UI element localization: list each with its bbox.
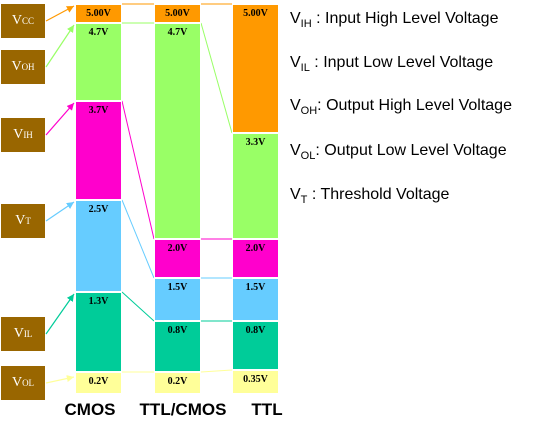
segment-value: 0.35V — [243, 374, 268, 385]
legend-subscript: T — [300, 194, 308, 207]
tag-arrow-vol — [45, 374, 75, 384]
tag-arrow-vih — [45, 102, 75, 136]
segment-ttl-cmos-vih: 2.0V — [154, 239, 201, 278]
legend-subscript: IL — [300, 62, 310, 75]
legend-text: : Output Low Level Voltage — [315, 142, 507, 159]
segment-cmos-vil: 1.3V — [75, 292, 122, 372]
legend-text: : Output High Level Voltage — [317, 97, 512, 114]
segment-ttl-vil: 0.8V — [232, 321, 279, 370]
tag-main: V — [13, 326, 24, 341]
tag-sub: CC — [22, 16, 35, 26]
segment-value: 4.7V — [167, 27, 188, 38]
tag-arrow-voh — [45, 24, 75, 68]
tag-sub: IL — [23, 329, 33, 339]
legend-subscript: OH — [300, 105, 318, 118]
legend-subscript: IH — [300, 18, 312, 31]
column-label-ttl-cmos: TTL/CMOS — [139, 400, 227, 419]
segment-value: 1.5V — [167, 282, 188, 293]
tag-main: V — [11, 13, 23, 28]
column-label-cmos: CMOS — [64, 400, 116, 419]
tag-sub: OH — [21, 62, 35, 72]
segment-value: 0.8V — [167, 325, 188, 336]
segment-ttl-cmos-vt: 1.5V — [154, 278, 201, 321]
tag-voh: V OH — [1, 50, 45, 84]
legend-symbol: V — [290, 97, 301, 114]
connector-line-cmos-vih — [121, 100, 155, 240]
legend-item-oh: VOH: Output High Level Voltage — [290, 97, 512, 117]
segment-value: 2.0V — [245, 243, 266, 254]
segment-value: 5.00V — [86, 8, 111, 19]
legend-symbol: V — [290, 10, 301, 27]
segment-value: 5.00V — [165, 8, 190, 19]
tag-sub: OL — [22, 378, 35, 388]
segment-value: 4.7V — [88, 27, 109, 38]
tag-vil: V IL — [1, 317, 45, 351]
segment-value: 0.2V — [167, 376, 188, 387]
tag-vih: V IH — [1, 118, 45, 152]
legend-symbol: V — [290, 142, 301, 159]
tag-main: V — [11, 375, 23, 390]
connector-line-ttl-cmos-vol — [200, 369, 233, 373]
tag-vol: V OL — [1, 366, 45, 400]
segment-value: 2.0V — [167, 243, 188, 254]
connector-line-cmos-vil — [121, 291, 155, 322]
segment-cmos-vt: 2.5V — [75, 200, 122, 292]
segment-value: 3.3V — [245, 137, 266, 148]
connector-line-ttl-cmos-voh — [200, 22, 233, 134]
segment-ttl-vcc: 5.00V — [232, 4, 279, 133]
segment-ttl-cmos-vil: 0.8V — [154, 321, 201, 372]
segment-value: 0.8V — [245, 325, 266, 336]
tag-main: V — [11, 59, 22, 74]
segment-ttl-vt: 1.5V — [232, 278, 279, 321]
tag-arrow-vcc — [45, 5, 75, 22]
segment-cmos-voh: 4.7V — [75, 23, 122, 101]
segment-cmos-vih: 3.7V — [75, 101, 122, 200]
tag-sub: T — [25, 216, 31, 226]
legend-item-il: VIL : Input Low Level Voltage — [290, 54, 493, 74]
tag-arrow-vt — [45, 201, 75, 222]
segment-value: 3.7V — [88, 105, 109, 116]
legend-text: : Threshold Voltage — [307, 186, 450, 203]
column-label-ttl: TTL — [251, 400, 283, 419]
legend-text: : Input Low Level Voltage — [309, 54, 494, 71]
segment-ttl-cmos-vol: 0.2V — [154, 372, 201, 394]
segment-ttl-vih: 2.0V — [232, 239, 279, 278]
segment-ttl-vol: 0.35V — [232, 370, 279, 394]
segment-value: 5.00V — [243, 8, 268, 19]
tag-sub: IH — [23, 130, 33, 140]
segment-cmos-vcc: 5.00V — [75, 4, 122, 23]
tag-main: V — [15, 213, 26, 228]
legend-symbol: V — [290, 54, 301, 71]
segment-ttl-cmos-vcc: 5.00V — [154, 4, 201, 23]
legend-item-ol: VOL: Output Low Level Voltage — [290, 142, 507, 162]
connector-line-cmos-vt — [121, 199, 155, 279]
segment-ttl-cmos-voh: 4.7V — [154, 23, 201, 239]
legend-text: : Input High Level Voltage — [311, 10, 499, 27]
tag-vcc: V CC — [1, 4, 45, 38]
legend-subscript: OL — [300, 150, 316, 163]
legend-symbol: V — [290, 186, 301, 203]
tag-arrow-vil — [45, 293, 75, 335]
segment-ttl-voh: 3.3V — [232, 133, 279, 239]
segment-value: 0.2V — [88, 376, 109, 387]
legend-item-t: VT : Threshold Voltage — [290, 186, 449, 206]
segment-value: 2.5V — [88, 204, 109, 215]
legend-item-ih: VIH : Input High Level Voltage — [290, 10, 498, 30]
tag-main: V — [13, 127, 24, 142]
segment-value: 1.3V — [88, 296, 109, 307]
segment-value: 1.5V — [245, 282, 266, 293]
segment-cmos-vol: 0.2V — [75, 372, 122, 394]
